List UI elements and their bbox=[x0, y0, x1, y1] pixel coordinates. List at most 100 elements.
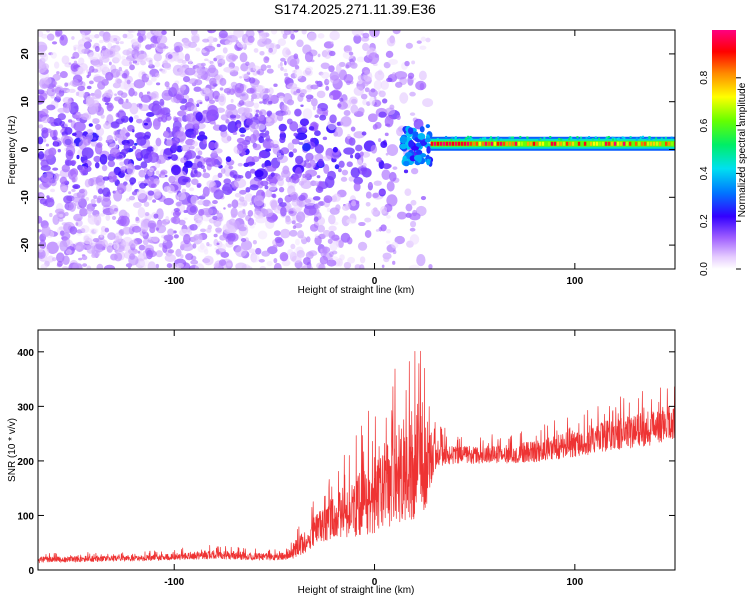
spectrogram-noise-blob bbox=[52, 167, 59, 171]
spectrogram-noise-blob bbox=[155, 250, 163, 258]
carrier-core-segment bbox=[556, 141, 560, 146]
spectrogram-noise-blob bbox=[137, 253, 146, 262]
carrier-core-segment bbox=[526, 141, 530, 146]
spectrogram-noise-blob bbox=[38, 229, 42, 233]
spectrogram-noise-blob bbox=[119, 41, 124, 45]
spectrogram-noise-blob bbox=[338, 239, 344, 248]
spectrogram-noise-blob bbox=[268, 87, 274, 95]
spectrogram-noise-blob bbox=[156, 227, 159, 231]
spectrogram-noise-blob bbox=[343, 45, 353, 53]
spectrogram-noise-blob bbox=[279, 136, 286, 144]
spectrogram-noise-blob bbox=[40, 52, 49, 62]
spectrogram-noise-blob bbox=[376, 157, 382, 163]
spectrogram-noise-blob bbox=[204, 95, 209, 100]
spectrogram-noise-blob bbox=[231, 199, 239, 209]
spectrogram-noise-blob bbox=[420, 36, 427, 42]
spectrogram-noise-blob bbox=[287, 249, 294, 256]
carrier-core-segment bbox=[469, 141, 473, 146]
spectrogram-noise-blob bbox=[136, 118, 143, 124]
spectrogram-noise-blob bbox=[264, 165, 274, 172]
spectrogram-noise-blob bbox=[187, 120, 193, 128]
spectrogram-noise-blob bbox=[374, 53, 379, 58]
spectrogram-noise-blob bbox=[335, 63, 342, 74]
spectrogram-noise-blob bbox=[396, 211, 407, 220]
carrier-edge-speck bbox=[650, 138, 653, 141]
spectrogram-noise-blob bbox=[78, 257, 83, 261]
spectrogram-noise-blob bbox=[202, 193, 207, 198]
carrier-core-segment bbox=[673, 141, 675, 146]
spectrogram-noise-blob bbox=[226, 232, 236, 242]
spectrogram-noise-blob bbox=[99, 213, 106, 217]
spectrogram-noise-blob bbox=[94, 143, 103, 155]
spectrogram-noise-blob bbox=[355, 144, 363, 152]
spectrogram-noise-blob bbox=[419, 140, 427, 146]
spectrogram-noise-blob bbox=[361, 131, 367, 136]
spectrogram-noise-blob bbox=[351, 98, 358, 104]
spectrogram-noise-blob bbox=[267, 94, 274, 100]
spectrogram-noise-blob bbox=[228, 218, 236, 226]
spectrogram-noise-blob bbox=[130, 30, 136, 33]
spectrogram-noise-blob bbox=[353, 176, 364, 185]
spectrogram-noise-blob bbox=[240, 237, 247, 242]
spectrogram-noise-blob bbox=[213, 189, 224, 200]
spectrogram-noise-blob bbox=[212, 200, 218, 205]
spectrogram-noise-blob bbox=[359, 85, 364, 91]
spectrogram-noise-blob bbox=[364, 87, 370, 93]
spectrogram-noise-blob bbox=[148, 235, 152, 240]
spectrogram-noise-blob bbox=[252, 143, 262, 151]
spectrogram-noise-blob bbox=[138, 169, 146, 178]
spectrogram-noise-blob bbox=[323, 155, 332, 162]
spectrogram-noise-blob bbox=[88, 80, 94, 85]
spectrogram-noise-blob bbox=[155, 170, 160, 175]
spectrogram-noise-blob bbox=[127, 124, 135, 132]
spectrogram-noise-blob bbox=[200, 62, 206, 67]
spectrogram-noise-blob bbox=[72, 184, 81, 190]
spectrogram-noise-blob bbox=[270, 202, 277, 208]
carrier-core-segment bbox=[568, 141, 572, 146]
carrier-core-segment bbox=[628, 141, 632, 146]
spectrogram-noise-blob bbox=[358, 221, 366, 227]
spectrogram-noise-blob bbox=[266, 260, 273, 267]
spectrogram-noise-blob bbox=[193, 128, 199, 136]
spectrogram-noise-blob bbox=[329, 71, 340, 81]
spectrogram-noise-blob bbox=[234, 192, 242, 198]
spectrogram-noise-blob bbox=[223, 66, 235, 73]
spectrogram-noise-blob bbox=[193, 86, 202, 92]
spectrogram-noise-blob bbox=[144, 211, 150, 217]
spectrogram-noise-blob bbox=[69, 161, 74, 165]
carrier-edge-speck bbox=[655, 137, 658, 140]
spectrogram-noise-blob bbox=[73, 60, 78, 65]
spectrogram-noise-blob bbox=[260, 180, 269, 187]
carrier-edge-speck bbox=[611, 138, 614, 141]
spectrogram-noise-blob bbox=[254, 169, 264, 178]
spectrogram-noise-blob bbox=[247, 217, 255, 226]
spectrogram-noise-blob bbox=[316, 107, 322, 115]
spectrogram-noise-blob bbox=[102, 176, 110, 181]
spectrogram-noise-blob bbox=[55, 93, 62, 99]
spectrogram-noise-blob bbox=[247, 210, 254, 217]
spectrogram-carrier-line bbox=[430, 135, 675, 151]
spectrogram-noise-blob bbox=[173, 208, 180, 212]
spectrogram-noise-blob bbox=[258, 259, 265, 263]
spectrogram-noise-blob bbox=[295, 155, 304, 165]
carrier-edge-speck bbox=[484, 137, 487, 140]
spectrogram-noise-blob bbox=[262, 142, 275, 150]
spectrogram-noise-blob bbox=[384, 132, 389, 137]
spectrogram-noise-blob bbox=[394, 235, 405, 245]
spectrogram-noise-blob bbox=[94, 33, 100, 39]
spectrogram-noise-blob bbox=[177, 110, 187, 117]
spectrogram-noise-blob bbox=[155, 137, 162, 147]
spectrogram-noise-blob bbox=[108, 61, 112, 66]
spectrogram-noise-blob bbox=[292, 225, 297, 229]
spectrogram-noise-blob bbox=[59, 71, 68, 79]
carrier-core-segment bbox=[448, 141, 452, 146]
spectrogram-noise-blob bbox=[87, 51, 100, 61]
spectrogram-noise-blob bbox=[138, 91, 144, 99]
spectrogram-noise-blob bbox=[335, 204, 341, 212]
carrier-edge-speck bbox=[519, 135, 522, 138]
spectrogram-noise-blob bbox=[183, 233, 191, 245]
carrier-core-segment bbox=[598, 141, 602, 146]
carrier-edge-speck bbox=[621, 136, 624, 139]
spectrogram-noise-blob bbox=[418, 70, 427, 81]
spectrogram-noise-blob bbox=[244, 237, 249, 243]
